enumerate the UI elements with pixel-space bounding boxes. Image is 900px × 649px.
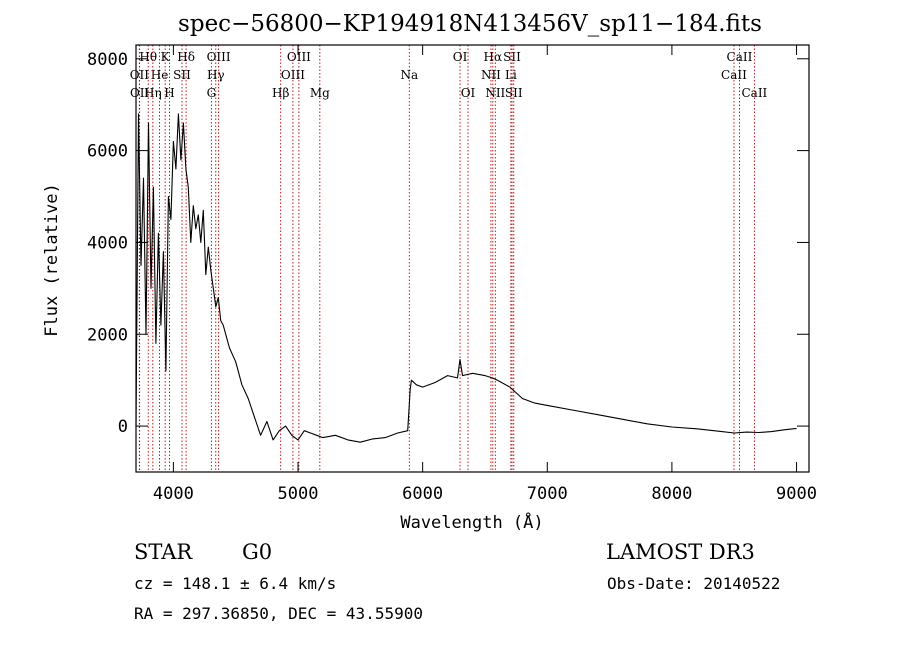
line-marker-label: SII	[503, 50, 521, 64]
line-marker-label: NII	[481, 68, 501, 82]
line-marker-label: CaII	[727, 50, 753, 64]
line-marker-label: Li	[505, 68, 517, 82]
line-marker-label: CaII	[741, 86, 767, 100]
y-axis-label: Flux (relative)	[42, 183, 62, 337]
y-tick-label: 0	[118, 417, 128, 437]
spectrum-plot	[135, 113, 797, 443]
x-tick-label: 7000	[527, 484, 568, 504]
line-marker-label: OII	[130, 86, 150, 100]
obs-date: Obs-Date: 20140522	[607, 574, 780, 593]
line-marker-label: K	[161, 50, 171, 64]
y-tick-label: 4000	[87, 233, 128, 253]
line-marker-label: OII	[130, 68, 150, 82]
line-marker-label: Hθ	[139, 50, 157, 64]
line-marker-label: OIII	[287, 50, 311, 64]
line-marker-label: NII	[485, 86, 505, 100]
x-tick-label: 4000	[153, 484, 194, 504]
line-marker-label: SII	[173, 68, 191, 82]
line-marker-label: Hδ	[177, 50, 195, 64]
line-marker-label: OIII	[207, 50, 231, 64]
line-marker-label: Mg	[310, 86, 330, 100]
spectrum-line	[135, 113, 797, 443]
x-axis-label: Wavelength (Å)	[400, 511, 543, 533]
line-marker-label: Hη	[144, 86, 162, 100]
y-tick-label: 8000	[87, 50, 128, 70]
line-marker-label: H	[164, 86, 174, 100]
coordinates-readout: RA = 297.36850, DEC = 43.55900	[134, 604, 423, 623]
line-marker-label: OI	[453, 50, 468, 64]
line-marker-label: OIII	[281, 68, 305, 82]
line-marker-label: Hβ	[272, 86, 289, 100]
line-marker-label: SII	[505, 86, 523, 100]
object-class: STAR	[134, 540, 193, 564]
line-marker-label: He	[151, 68, 169, 82]
x-tick-label: 6000	[402, 484, 443, 504]
x-tick-label: 8000	[651, 484, 692, 504]
line-marker-label: G	[207, 86, 217, 100]
object-subclass: G0	[242, 540, 272, 564]
line-marker-label: Hγ	[207, 68, 225, 82]
x-axis-ticks: 4000 5000 6000 7000 8000 9000	[153, 45, 817, 504]
survey-name: LAMOST DR3	[606, 540, 755, 564]
line-marker-label: CaII	[721, 68, 747, 82]
x-tick-label: 9000	[776, 484, 817, 504]
y-tick-label: 2000	[87, 325, 128, 345]
y-axis-ticks: 0 2000 4000 6000 8000	[87, 50, 809, 437]
y-tick-label: 6000	[87, 142, 128, 162]
redshift-readout: cz = 148.1 ± 6.4 km/s	[134, 574, 336, 593]
line-marker-label: Na	[400, 68, 418, 82]
plot-frame	[135, 44, 810, 473]
line-marker-label: OI	[461, 86, 476, 100]
x-tick-label: 5000	[278, 484, 319, 504]
chart-title: spec−56800−KP194918N413456V_sp11−184.fit…	[178, 11, 762, 37]
line-marker-label: Hα	[484, 50, 503, 64]
